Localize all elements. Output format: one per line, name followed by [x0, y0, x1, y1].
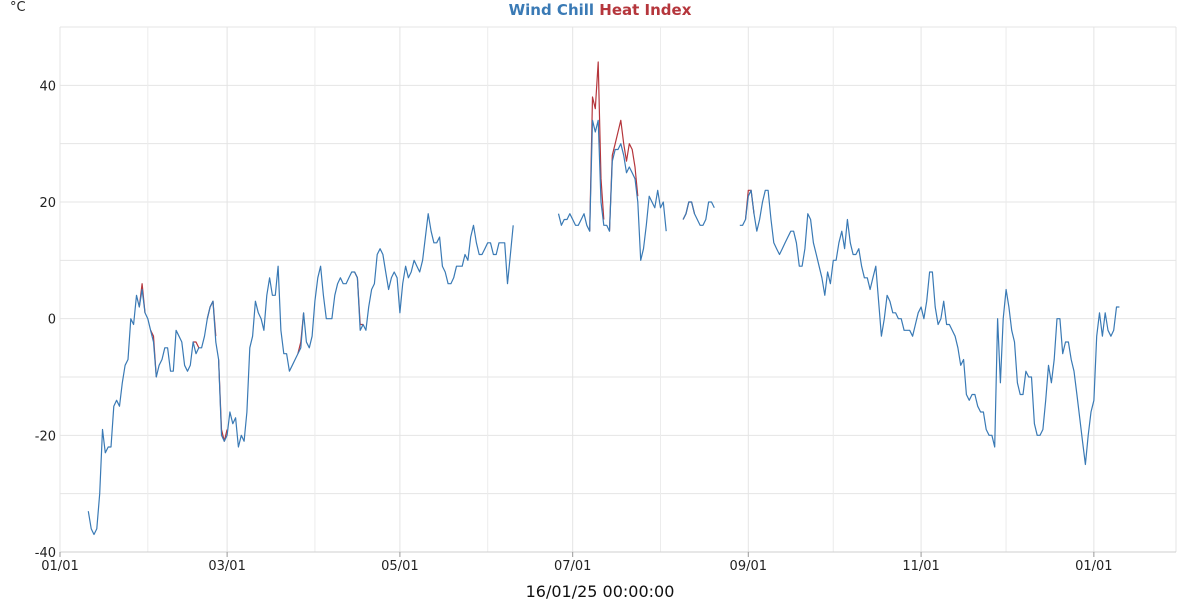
x-tick-label: 07/01 [554, 559, 591, 574]
timestamp-footer: 16/01/25 00:00:00 [525, 582, 675, 601]
chart-title: Wind Chill Heat Index [0, 0, 1200, 20]
series-line-heat-index [608, 119, 639, 232]
series-line-wind-chill [682, 201, 715, 226]
series-line-wind-chill [87, 213, 514, 536]
y-tick-label: 40 [39, 79, 56, 94]
x-tick-label: 01/01 [41, 559, 78, 574]
x-tick-label: 03/01 [208, 559, 245, 574]
x-tick-label: 09/01 [730, 559, 767, 574]
x-tick-label: 01/01 [1075, 559, 1112, 574]
series-line-heat-index [589, 61, 605, 232]
x-tick-label: 11/01 [902, 559, 939, 574]
y-tick-label: -40 [35, 546, 56, 561]
y-tick-label: 0 [48, 313, 56, 328]
series-line-wind-chill [557, 119, 667, 261]
title-heat-index: Heat Index [599, 1, 692, 19]
series-line-heat-index [193, 341, 200, 349]
title-wind-chill: Wind Chill [508, 1, 595, 19]
y-tick-label: -20 [35, 429, 56, 444]
y-axis-unit: °C [10, 0, 26, 15]
y-tick-label: 20 [39, 196, 56, 211]
x-tick-label: 05/01 [381, 559, 418, 574]
series-line-wind-chill [739, 189, 1120, 466]
